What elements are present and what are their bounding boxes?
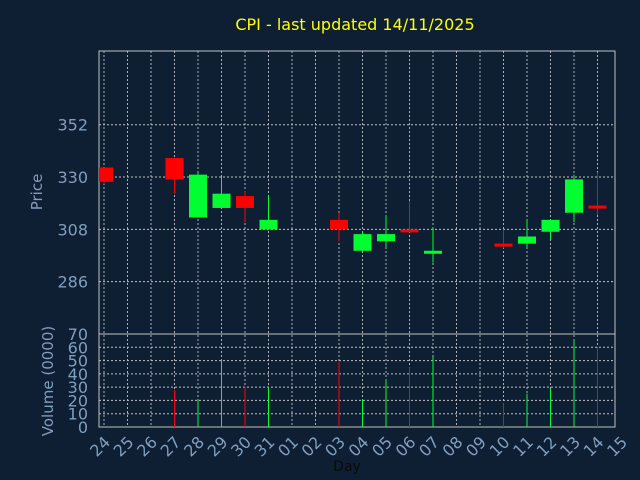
candle-body xyxy=(353,234,372,251)
volume-tick-label: 0 xyxy=(78,418,88,437)
chart-title: CPI - last updated 14/11/2025 xyxy=(235,15,474,34)
volume-tick-label: 40 xyxy=(68,365,88,384)
volume-tick-label: 70 xyxy=(68,325,88,344)
candle-body xyxy=(189,174,207,218)
x-axis-label: Day xyxy=(333,459,361,475)
volume-tick-label: 50 xyxy=(68,352,88,371)
candle-body xyxy=(259,219,278,230)
plot-frames xyxy=(98,50,616,428)
x-tick-labels: 2425262728293031010203040506070809101112… xyxy=(86,433,631,461)
volume-bars xyxy=(174,339,598,427)
candle-body xyxy=(541,219,560,232)
candle-body xyxy=(518,236,536,244)
candle-body xyxy=(400,229,419,233)
price-tick-label: 286 xyxy=(57,273,88,292)
candle-body xyxy=(377,234,395,242)
price-tick-label: 352 xyxy=(57,116,88,135)
volume-panel-frame xyxy=(98,333,616,428)
volume-tick-label: 20 xyxy=(68,391,88,410)
price-panel-frame xyxy=(98,50,616,335)
candle-body xyxy=(236,196,254,208)
volume-tick-label: 10 xyxy=(68,405,88,424)
volume-tick-label: 30 xyxy=(68,378,88,397)
candle-body xyxy=(494,243,513,247)
price-tick-labels: 286 308 330 352 xyxy=(57,116,88,292)
candle-body xyxy=(330,219,348,230)
candle-body xyxy=(588,205,607,209)
price-candles xyxy=(99,158,607,263)
candle-body xyxy=(424,250,442,254)
candle-body xyxy=(212,193,231,208)
volume-axis-label: Volume (0000) xyxy=(39,326,57,436)
x-tick-label: 15 xyxy=(603,433,631,461)
price-tick-label: 330 xyxy=(57,168,88,187)
volume-tick-label: 60 xyxy=(68,338,88,357)
candle-body xyxy=(99,167,113,182)
candle-body xyxy=(165,158,184,180)
price-tick-label: 308 xyxy=(57,220,88,239)
candle-body xyxy=(565,179,583,213)
price-axis-label: Price xyxy=(28,174,46,211)
